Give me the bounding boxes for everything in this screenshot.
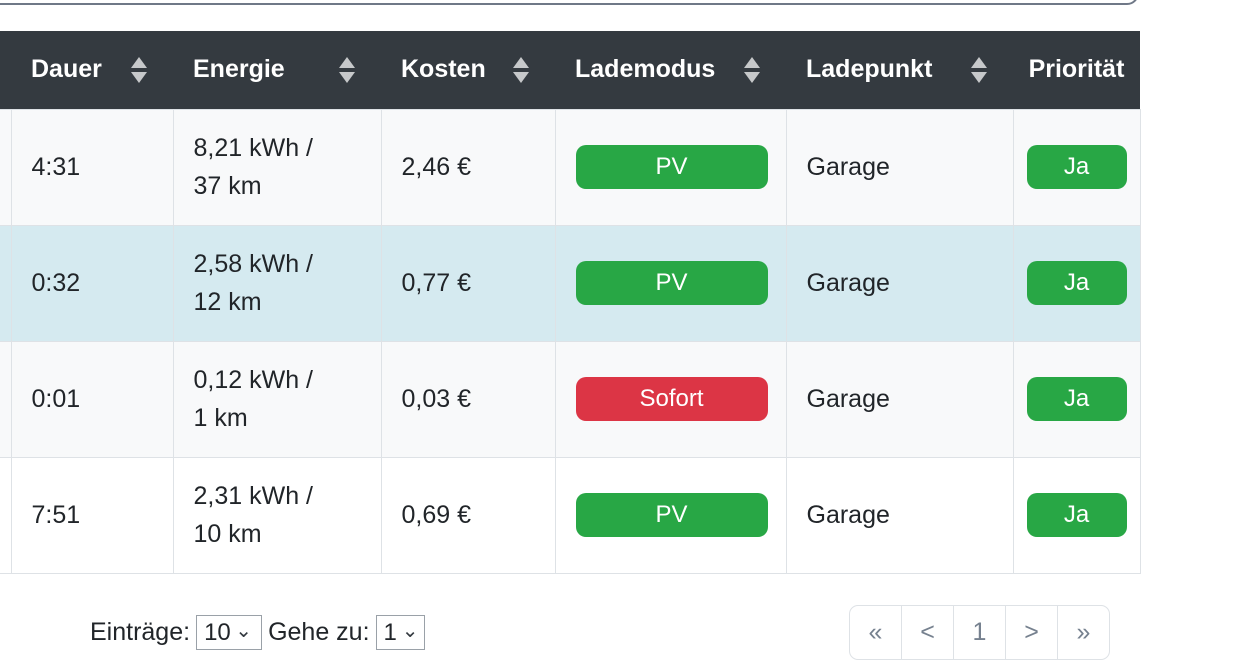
pagination-next-button[interactable]: > bbox=[1005, 605, 1058, 660]
lademodus-badge: PV bbox=[575, 261, 768, 305]
goto-page-select-wrap: 1 ⌄ bbox=[375, 614, 425, 650]
cell-prioritaet: Ja bbox=[1012, 224, 1141, 342]
column-header-lademodus[interactable]: Lademodus bbox=[555, 31, 786, 109]
goto-page-label: Gehe zu: bbox=[268, 617, 370, 646]
cell-dauer: 4:31 bbox=[10, 108, 173, 226]
cell-lademodus: PV bbox=[554, 108, 786, 226]
column-label: Ladepunkt bbox=[806, 55, 933, 84]
cell-ladepunkt: Garage bbox=[785, 224, 1013, 342]
cell-dauer: 7:51 bbox=[10, 456, 173, 574]
cell-lademodus: PV bbox=[554, 224, 786, 342]
table-row[interactable]: 0:01 0,12 kWh / 1 km 0,03 € Sofort Garag… bbox=[0, 340, 1141, 458]
cell-energie: 2,31 kWh / 10 km bbox=[172, 456, 381, 574]
table-footer-controls: Einträge: 10 ⌄ Gehe zu: 1 ⌄ bbox=[90, 612, 431, 652]
prioritaet-badge: Ja bbox=[1026, 145, 1127, 189]
cell-kosten: 0,69 € bbox=[380, 456, 555, 574]
prioritaet-badge: Ja bbox=[1026, 261, 1127, 305]
entries-per-page-select-wrap: 10 ⌄ bbox=[196, 614, 263, 650]
cell-lademodus: Sofort bbox=[554, 340, 786, 458]
cell-kosten: 0,03 € bbox=[380, 340, 555, 458]
table-header: Dauer Energie Kosten bbox=[0, 31, 1140, 109]
cell-lademodus: PV bbox=[554, 456, 786, 574]
column-header-prioritaet[interactable]: Priorität bbox=[1013, 31, 1140, 109]
cell-energie: 2,58 kWh / 12 km bbox=[172, 224, 381, 342]
goto-page-select[interactable]: 1 bbox=[376, 615, 424, 649]
sort-icon[interactable] bbox=[339, 56, 355, 83]
sort-icon[interactable] bbox=[513, 56, 529, 83]
search-input[interactable] bbox=[0, 0, 1139, 5]
cell-ladepunkt: Garage bbox=[785, 108, 1013, 226]
sort-icon[interactable] bbox=[744, 56, 760, 83]
column-header-energie[interactable]: Energie bbox=[173, 31, 381, 109]
column-label: Kosten bbox=[401, 55, 486, 84]
prioritaet-badge: Ja bbox=[1026, 377, 1127, 421]
pagination-page-1-button[interactable]: 1 bbox=[953, 605, 1006, 660]
cell-kosten: 2,46 € bbox=[380, 108, 555, 226]
column-label: Dauer bbox=[31, 55, 102, 84]
cell-prioritaet: Ja bbox=[1012, 456, 1141, 574]
cell-ladepunkt: Garage bbox=[785, 340, 1013, 458]
lademodus-badge: Sofort bbox=[575, 377, 768, 421]
pagination-last-button[interactable]: » bbox=[1057, 605, 1110, 660]
entries-label: Einträge: bbox=[90, 617, 191, 646]
charging-sessions-table: Dauer Energie Kosten bbox=[0, 31, 1141, 574]
column-header-ladepunkt[interactable]: Ladepunkt bbox=[786, 31, 1013, 109]
sort-icon[interactable] bbox=[971, 56, 987, 83]
sort-icon[interactable] bbox=[131, 56, 147, 83]
column-label: Energie bbox=[193, 55, 285, 84]
table-row[interactable]: 7:51 2,31 kWh / 10 km 0,69 € PV Garage J… bbox=[0, 456, 1141, 574]
pagination-first-button[interactable]: « bbox=[849, 605, 902, 660]
column-label: Priorität bbox=[1028, 55, 1125, 84]
cell-prioritaet: Ja bbox=[1012, 340, 1141, 458]
prioritaet-badge: Ja bbox=[1026, 493, 1127, 537]
entries-per-page-select[interactable]: 10 bbox=[197, 615, 262, 649]
table-row-selected[interactable]: 0:32 2,58 kWh / 12 km 0,77 € PV Garage J… bbox=[0, 224, 1141, 342]
pagination-prev-button[interactable]: < bbox=[901, 605, 954, 660]
cell-dauer: 0:32 bbox=[10, 224, 173, 342]
column-label: Lademodus bbox=[575, 55, 716, 84]
lademodus-badge: PV bbox=[575, 493, 768, 537]
header-stub bbox=[0, 31, 11, 109]
cell-kosten: 0,77 € bbox=[380, 224, 555, 342]
pagination: « < 1 > » bbox=[849, 605, 1110, 660]
cell-dauer: 0:01 bbox=[10, 340, 173, 458]
cell-energie: 8,21 kWh / 37 km bbox=[172, 108, 381, 226]
column-header-dauer[interactable]: Dauer bbox=[11, 31, 173, 109]
cell-energie: 0,12 kWh / 1 km bbox=[172, 340, 381, 458]
cell-ladepunkt: Garage bbox=[785, 456, 1013, 574]
lademodus-badge: PV bbox=[575, 145, 768, 189]
cell-prioritaet: Ja bbox=[1012, 108, 1141, 226]
table-row[interactable]: 4:31 8,21 kWh / 37 km 2,46 € PV Garage J… bbox=[0, 108, 1141, 226]
column-header-kosten[interactable]: Kosten bbox=[381, 31, 555, 109]
